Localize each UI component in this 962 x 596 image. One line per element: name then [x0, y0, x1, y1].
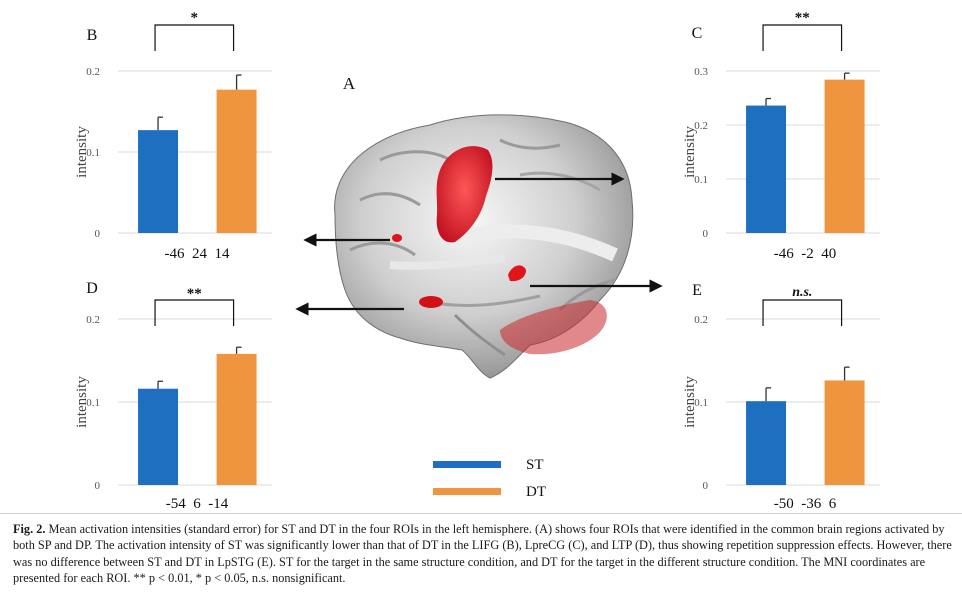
significance-marker: ** — [187, 286, 202, 302]
mni-coordinates: -50 -36 6 — [774, 496, 837, 512]
y-tick-label: 0.2 — [86, 314, 100, 326]
mni-coordinates: -46 -2 40 — [774, 246, 837, 262]
brain-image — [334, 114, 634, 379]
legend-label-st: ST — [526, 457, 544, 473]
mni-coordinates: -54 6 -14 — [166, 496, 229, 512]
y-tick-label: 0.1 — [694, 174, 708, 186]
panel-e: E 0 0.1 0.2 intensity -50 -36 6 n.s. — [682, 282, 880, 512]
panel-label: B — [87, 27, 98, 44]
activation-temporal-pole — [500, 300, 607, 355]
bar-dt — [824, 79, 865, 233]
y-tick-label: 0 — [703, 228, 709, 240]
significance-bracket — [154, 24, 235, 51]
bar-dt — [824, 380, 865, 485]
y-axis-label: intensity — [682, 126, 698, 178]
legend-swatch-dt — [433, 488, 501, 495]
panel-label-a: A — [343, 74, 356, 93]
bar-dt — [216, 89, 257, 233]
mni-coordinates: -46 24 14 — [165, 246, 230, 262]
significance-bracket — [154, 299, 235, 326]
panel-label: D — [86, 280, 98, 297]
y-tick-label: 0.2 — [86, 66, 100, 78]
y-tick-label: 0.3 — [694, 66, 708, 78]
y-tick-label: 0 — [95, 228, 101, 240]
caption-text: Mean activation intensities (standard er… — [13, 522, 952, 586]
significance-bracket — [762, 24, 843, 51]
y-axis-label: intensity — [74, 376, 90, 428]
activation-lifg — [392, 234, 402, 242]
bar-dt — [216, 353, 257, 485]
caption-divider — [0, 513, 962, 514]
y-tick-label: 0 — [703, 480, 709, 492]
legend-swatch-st — [433, 461, 501, 468]
y-tick-label: 0 — [95, 480, 101, 492]
y-axis-label: intensity — [682, 376, 698, 428]
y-axis-label: intensity — [74, 126, 90, 178]
y-tick-label: 0.1 — [86, 147, 100, 159]
y-tick-label: 0.2 — [694, 314, 708, 326]
legend: ST DT — [433, 457, 546, 500]
significance-marker: * — [191, 10, 199, 26]
activation-lprecg — [436, 146, 493, 243]
significance-marker: n.s. — [792, 285, 812, 300]
bar-st — [138, 388, 179, 485]
activation-lpstg — [508, 265, 526, 282]
activation-ltp — [419, 296, 443, 308]
significance-marker: ** — [795, 10, 810, 26]
panel-c: C 0 0.1 0.2 0.3 intensity -46 -2 40 ** — [682, 10, 880, 262]
bar-st — [746, 105, 787, 233]
significance-bracket — [762, 299, 843, 326]
figure-caption: Fig. 2. Mean activation intensities (sta… — [13, 521, 953, 587]
panel-d: D 0 0.1 0.2 intensity -54 6 -14 ** — [74, 280, 272, 512]
y-tick-label: 0.1 — [694, 397, 708, 409]
bar-st — [138, 130, 179, 233]
y-tick-label: 0.2 — [694, 120, 708, 132]
panel-label: E — [692, 282, 702, 299]
legend-label-dt: DT — [526, 484, 546, 500]
y-tick-label: 0.1 — [86, 397, 100, 409]
panel-label: C — [692, 25, 703, 42]
bar-st — [746, 401, 787, 485]
panel-b: B 0 0.1 0.2 intensity -46 24 14 * — [74, 10, 272, 262]
caption-label: Fig. 2. — [13, 522, 46, 536]
